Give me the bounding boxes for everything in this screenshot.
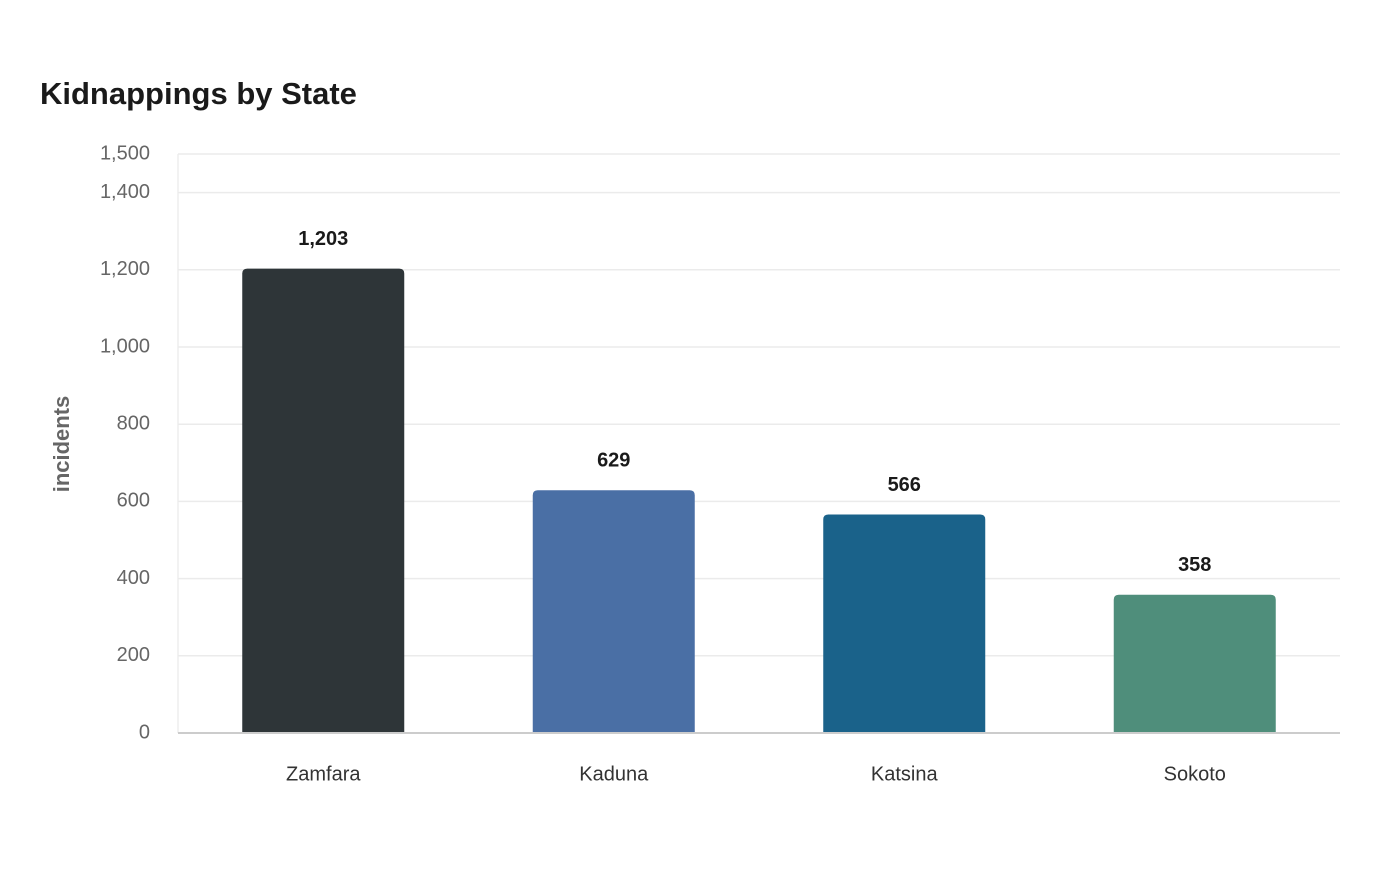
y-tick-label: 0 bbox=[139, 721, 150, 743]
y-tick-label: 1,200 bbox=[100, 258, 150, 280]
y-tick-label: 1,400 bbox=[100, 181, 150, 203]
y-axis-label: incidents bbox=[49, 396, 74, 493]
x-tick-label: Sokoto bbox=[1164, 763, 1226, 785]
y-tick-label: 200 bbox=[117, 644, 150, 666]
chart-title: Kidnappings by State bbox=[40, 76, 357, 111]
x-tick-label: Kaduna bbox=[579, 763, 649, 785]
bar bbox=[532, 490, 695, 733]
bar bbox=[823, 514, 986, 733]
value-label: 1,203 bbox=[298, 228, 348, 250]
value-label: 566 bbox=[888, 474, 921, 496]
x-tick-label: Zamfara bbox=[286, 763, 361, 785]
x-tick-label: Katsina bbox=[871, 763, 939, 785]
value-label: 358 bbox=[1178, 554, 1211, 576]
value-label: 629 bbox=[597, 449, 630, 471]
bar bbox=[242, 268, 405, 733]
y-tick-label: 400 bbox=[117, 567, 150, 589]
y-tick-label: 1,000 bbox=[100, 335, 150, 357]
y-tick-label: 800 bbox=[117, 412, 150, 434]
y-tick-label: 1,500 bbox=[100, 142, 150, 164]
y-tick-label: 600 bbox=[117, 490, 150, 512]
bar bbox=[1113, 594, 1276, 733]
